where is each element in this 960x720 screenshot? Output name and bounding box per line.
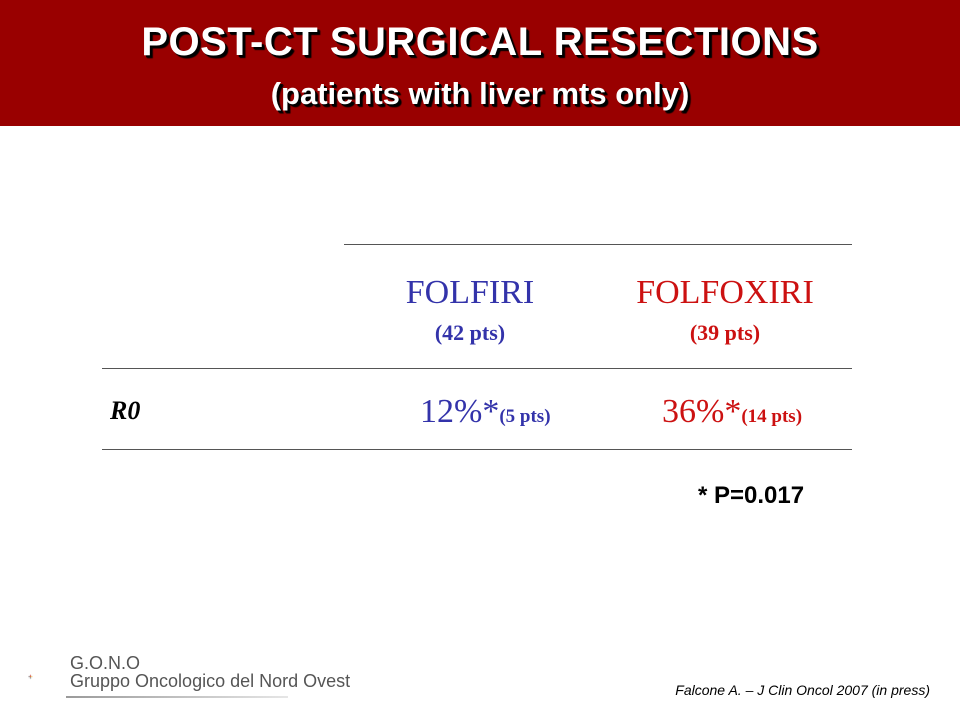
column-header-folfoxiri: FOLFOXIRI <box>636 274 814 311</box>
compass-star-icon <box>28 674 34 680</box>
table-header-rule <box>102 368 852 369</box>
p-value-footnote: * P=0.017 <box>698 482 805 509</box>
logo-underline <box>66 696 288 698</box>
column-header-folfiri: FOLFIRI <box>405 274 535 311</box>
cell-folfoxiri-r0: 36%*(14 pts) <box>662 395 802 429</box>
cell-value: 36%* <box>662 393 742 430</box>
column-subheader-folfiri: (42 pts) <box>434 320 506 345</box>
row-label-r0: R0 <box>110 396 141 425</box>
column-subheader-folfoxiri: (39 pts) <box>689 320 761 345</box>
slide-subtitle: (patients with liver mts only) <box>270 76 690 111</box>
cell-detail: (14 pts) <box>741 406 803 427</box>
table-top-rule <box>344 244 852 245</box>
citation: Falcone A. – J Clin Oncol 2007 (in press… <box>675 682 930 698</box>
cell-value: 12%* <box>420 393 500 430</box>
cell-folfiri-r0: 12%*(5 pts) <box>420 395 551 429</box>
logo-acronym: G.O.N.O <box>70 653 141 673</box>
slide-title: POST-CT SURGICAL RESECTIONS <box>141 20 819 64</box>
logo-name: Gruppo Oncologico del Nord Ovest <box>70 671 351 691</box>
table-bottom-rule <box>102 449 852 450</box>
title-banner: POST-CT SURGICAL RESECTIONS (patients wi… <box>0 0 960 126</box>
cell-detail: (5 pts) <box>499 406 551 427</box>
